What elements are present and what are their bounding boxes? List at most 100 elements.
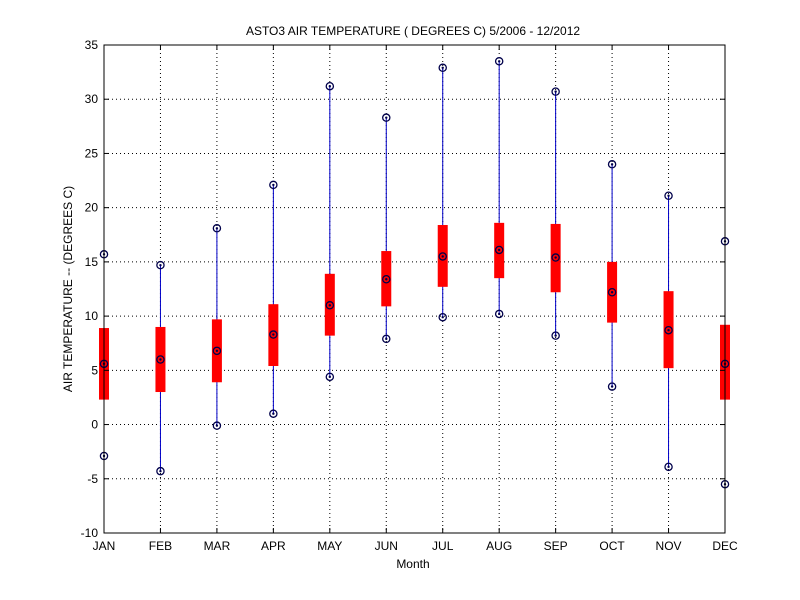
marker-dot <box>385 278 388 281</box>
min-marker <box>607 382 617 391</box>
y-tick-label: -5 <box>87 472 98 486</box>
x-tick-label: SEP <box>544 539 568 553</box>
marker-ring <box>551 87 560 96</box>
min-marker <box>494 309 504 319</box>
marker-dot <box>328 304 332 307</box>
marker-dot <box>385 337 388 341</box>
x-tick-label: MAR <box>204 539 231 553</box>
median-marker <box>382 274 391 284</box>
x-axis-label: Month <box>396 557 429 571</box>
marker-ring <box>438 252 447 261</box>
marker-dot <box>554 90 557 93</box>
min-marker <box>438 312 447 322</box>
min-marker <box>156 466 165 476</box>
max-marker <box>325 81 335 91</box>
marker-dot <box>610 291 614 294</box>
marker-dot <box>441 66 444 69</box>
marker-dot <box>272 412 275 415</box>
max-marker <box>607 160 617 169</box>
max-marker <box>382 113 391 122</box>
marker-ring <box>664 191 673 200</box>
marker-dot <box>385 116 388 119</box>
y-tick-label: 25 <box>85 146 99 160</box>
marker-dot <box>497 248 501 252</box>
max-marker <box>212 224 222 233</box>
y-tick-label: 15 <box>85 255 99 269</box>
marker-ring <box>212 421 222 430</box>
marker-ring <box>382 334 391 344</box>
marker-dot <box>610 385 614 388</box>
x-tick-label: APR <box>261 539 286 553</box>
marker-dot <box>328 375 332 379</box>
marker-dot <box>215 227 219 230</box>
max-marker <box>551 87 560 96</box>
x-tick-label: FEB <box>149 539 172 553</box>
marker-ring <box>156 466 165 476</box>
x-tick-label: JUN <box>375 539 398 553</box>
median-marker <box>269 330 278 339</box>
marker-ring <box>551 253 560 262</box>
marker-ring <box>607 160 617 169</box>
y-tick-label: 20 <box>85 201 99 215</box>
min-marker <box>269 409 278 418</box>
x-tick-label: JAN <box>93 539 116 553</box>
marker-ring <box>382 274 391 284</box>
x-tick-label: NOV <box>656 539 682 553</box>
marker-dot <box>441 315 444 319</box>
marker-ring <box>382 113 391 122</box>
min-marker <box>212 421 222 430</box>
marker-dot <box>554 334 557 337</box>
marker-dot <box>328 85 332 88</box>
marker-ring <box>607 288 617 297</box>
marker-dot <box>667 465 670 469</box>
marker-ring <box>156 260 165 270</box>
marker-ring <box>664 325 673 335</box>
marker-ring <box>325 372 335 382</box>
marker-ring <box>551 331 560 340</box>
y-tick-label: 5 <box>91 363 98 377</box>
axis-ticks: -10 -5 0 5 10 15 20 25 30 35 JAN FEB MAR APR MAY JUN JUL… <box>81 38 738 553</box>
marker-ring <box>494 57 504 66</box>
marker-ring <box>212 224 222 233</box>
y-tick-label: 30 <box>85 92 99 106</box>
marker-dot <box>610 163 614 166</box>
median-marker <box>607 288 617 297</box>
y-tick-label: 10 <box>85 309 99 323</box>
marker-ring <box>269 409 278 418</box>
marker-ring <box>325 301 335 310</box>
median-marker <box>494 245 504 255</box>
min-marker <box>382 334 391 344</box>
marker-ring <box>156 355 165 364</box>
marker-ring <box>325 81 335 91</box>
max-marker <box>269 180 278 190</box>
marker-ring <box>494 245 504 255</box>
x-tick-label: AUG <box>486 539 512 553</box>
max-marker <box>438 63 447 73</box>
x-tick-label: OCT <box>599 539 625 553</box>
marker-ring <box>664 462 673 472</box>
marker-dot <box>667 194 670 197</box>
median-marker <box>438 252 447 261</box>
marker-ring <box>269 330 278 339</box>
y-tick-label: 0 <box>91 418 98 432</box>
median-marker <box>551 253 560 262</box>
plot-frame <box>103 44 726 534</box>
marker-ring <box>494 309 504 319</box>
marker-dot <box>441 255 444 258</box>
median-marker <box>325 301 335 310</box>
chart-title: ASTO3 AIR TEMPERATURE ( DEGREES C) 5/200… <box>246 24 580 38</box>
marker-ring <box>607 382 617 391</box>
min-marker <box>551 331 560 340</box>
median-marker <box>156 355 165 364</box>
marker-dot <box>215 349 219 353</box>
marker-ring <box>212 346 222 356</box>
marker-dot <box>159 263 162 267</box>
x-tick-label: MAY <box>317 539 342 553</box>
y-axis-label: AIR TEMPERATURE -- (DEGREES C) <box>61 186 75 392</box>
marker-dot <box>497 312 501 316</box>
marker-dot <box>159 358 162 361</box>
marker-dot <box>554 256 557 259</box>
marker-dot <box>667 329 670 332</box>
